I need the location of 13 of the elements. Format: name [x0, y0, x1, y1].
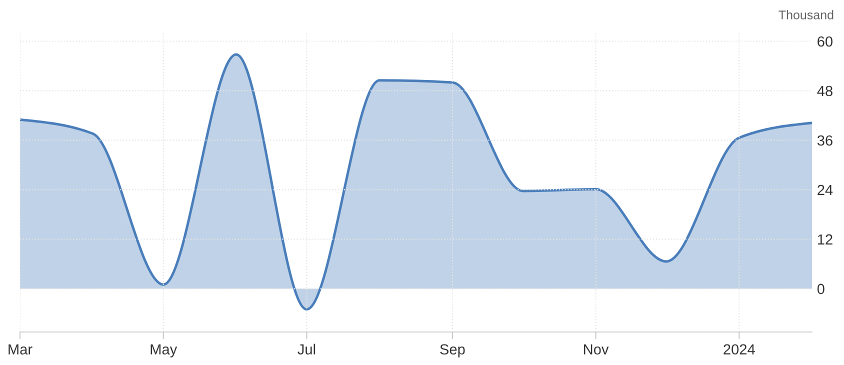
x-tick-label: Nov [584, 344, 609, 355]
y-tick-label: 24 [818, 184, 833, 195]
x-tick-label: Mar [8, 344, 32, 355]
x-tick-label: 2024 [724, 344, 755, 355]
x-tick-label: Jul [298, 344, 316, 355]
y-axis-title: Thousand [778, 10, 834, 20]
x-tick-label: May [150, 344, 178, 358]
y-tick-label: 36 [817, 135, 832, 146]
x-tick-label: Sep [440, 344, 465, 358]
y-tick-label: 60 [818, 36, 833, 47]
y-tick-label: 48 [817, 86, 832, 96]
y-tick-label: 0 [817, 284, 824, 294]
y-tick-label: 12 [818, 234, 832, 244]
